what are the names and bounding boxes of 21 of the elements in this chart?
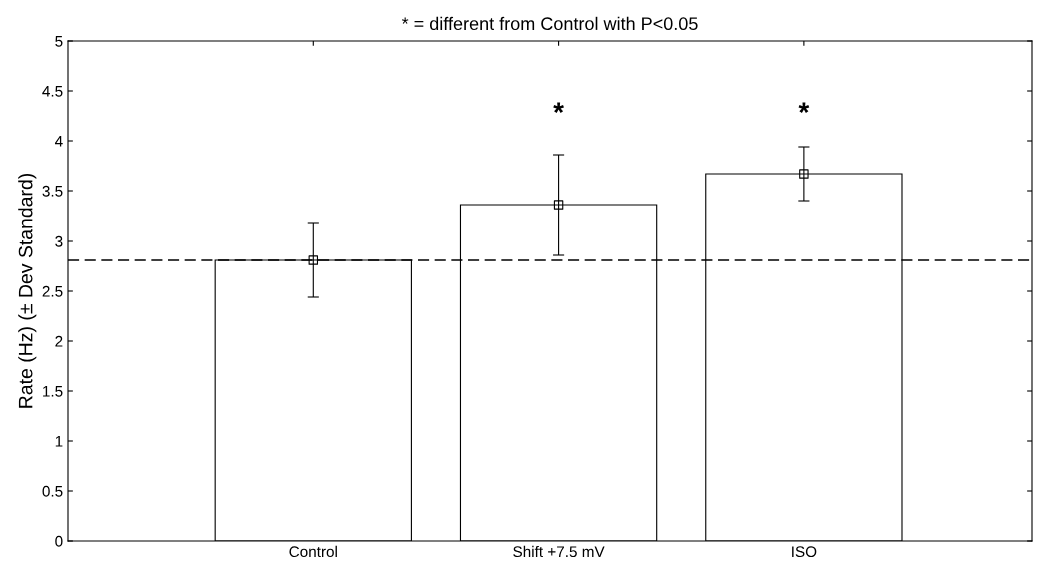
y-tick-label: 3.5: [42, 185, 63, 197]
y-tick-label: 4.5: [42, 86, 63, 97]
chart-title: * = different from Control with P<0.05: [401, 16, 698, 31]
y-tick-label: 1: [55, 436, 63, 447]
point: [553, 200, 564, 210]
x-tick-label: Control: [289, 545, 337, 558]
x-tick-label: Shift +7.5 mV: [513, 545, 605, 558]
y-tick-label: 2: [55, 335, 63, 347]
y-tick-label: 0: [55, 535, 63, 547]
y-tick-label: 0.5: [42, 485, 63, 497]
y-tick-label: 3: [55, 235, 63, 247]
y-axis-title: Rate (Hz) (± Dev Standard): [18, 173, 37, 408]
y-tick-label: 5: [55, 36, 63, 47]
point: [799, 169, 809, 179]
point: [308, 255, 319, 265]
annotation: *: [553, 102, 564, 113]
y-tick-label: 1.5: [43, 386, 63, 397]
x-tick-label: ISO: [792, 546, 817, 558]
y-tick-label: 4: [54, 136, 63, 147]
annotation: *: [798, 102, 810, 113]
y-tick-label: 2.5: [42, 285, 63, 297]
